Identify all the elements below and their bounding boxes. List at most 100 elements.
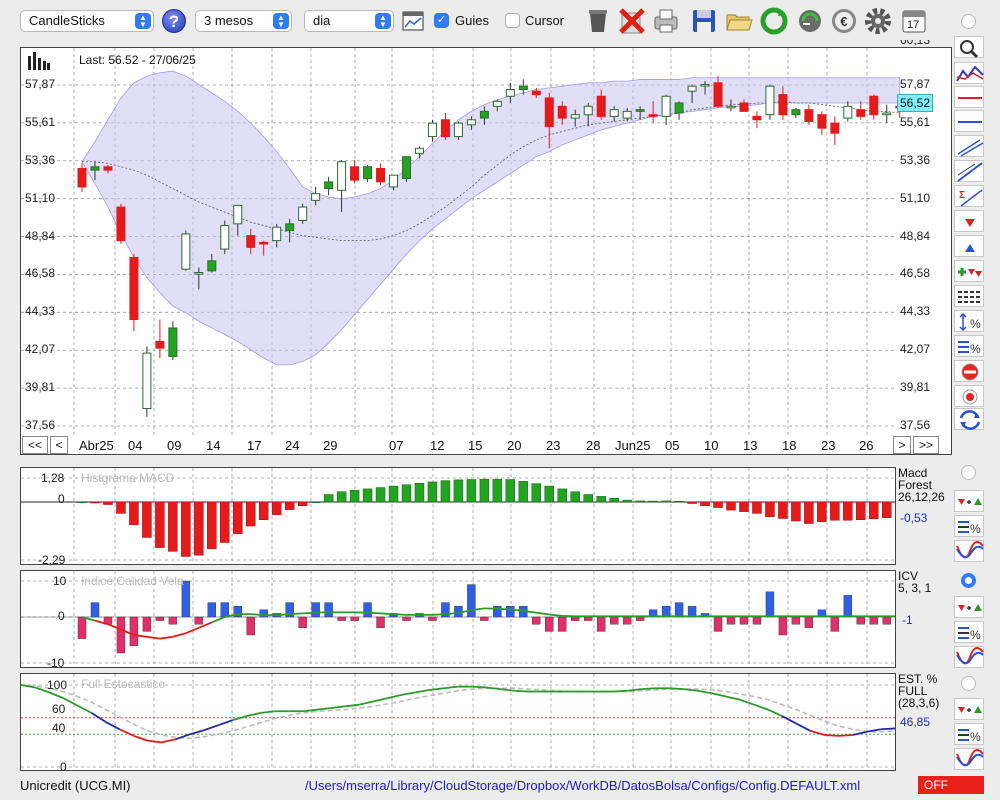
candle[interactable] (648, 101, 658, 124)
macd-histogram[interactable] (21, 468, 895, 564)
candle[interactable] (674, 101, 684, 120)
refresh-icon[interactable] (760, 7, 788, 35)
icv-histogram[interactable] (21, 571, 895, 667)
candle[interactable] (635, 106, 645, 120)
candle[interactable] (155, 319, 165, 359)
interval-select[interactable]: dia ▲ ▼ (304, 10, 394, 32)
candle[interactable] (402, 156, 411, 182)
candlestick-chart[interactable] (21, 48, 951, 456)
candle[interactable] (752, 111, 762, 129)
gear-icon[interactable] (864, 7, 892, 35)
candle[interactable] (389, 174, 399, 191)
horizontal-lines-tool-button[interactable] (954, 285, 984, 307)
fibonacci-tool-button[interactable]: Σ (954, 185, 984, 207)
candle[interactable] (882, 104, 892, 124)
candle[interactable] (479, 106, 489, 125)
calendar-icon[interactable] (900, 7, 928, 35)
candle[interactable] (220, 220, 230, 255)
candle[interactable] (207, 254, 217, 273)
nav-first-button[interactable]: << (22, 436, 48, 454)
update-data-icon[interactable] (796, 7, 824, 35)
candle[interactable] (700, 81, 710, 95)
candle[interactable] (324, 176, 334, 196)
printer-icon[interactable] (652, 7, 680, 35)
candle[interactable] (440, 113, 450, 140)
candle[interactable] (570, 109, 580, 127)
candle[interactable] (817, 111, 827, 135)
oscillator-panel-button[interactable] (954, 646, 984, 668)
candle[interactable] (233, 204, 243, 236)
candle[interactable] (376, 163, 386, 186)
candle[interactable] (778, 86, 788, 120)
candle[interactable] (116, 203, 126, 244)
candle[interactable] (557, 101, 567, 125)
period-select[interactable]: 3 mesos ▲ ▼ (195, 10, 292, 32)
candle[interactable] (726, 99, 736, 112)
candle[interactable] (531, 87, 541, 98)
candle[interactable] (609, 106, 619, 122)
percent-lines-tool-button[interactable]: % (954, 335, 984, 357)
sell-signal-tool-button[interactable] (954, 210, 984, 232)
percent-lines-panel-button[interactable]: % (954, 515, 984, 537)
candle[interactable] (246, 228, 256, 255)
candle[interactable] (869, 94, 879, 120)
blue-line-tool-button[interactable] (954, 110, 984, 132)
zoom-tool-button[interactable] (954, 36, 984, 59)
folder-open-icon[interactable] (725, 7, 753, 35)
candle[interactable] (350, 160, 360, 184)
stochastic-chart[interactable] (21, 674, 895, 770)
red-line-tool-button[interactable] (954, 86, 984, 108)
chart-window-icon[interactable] (402, 11, 424, 31)
percent-range-tool-button[interactable]: % (954, 310, 984, 332)
candle[interactable] (363, 165, 373, 182)
candle[interactable] (90, 161, 100, 181)
help-button[interactable]: ? (162, 9, 186, 33)
macd-panel-radio[interactable] (961, 465, 976, 480)
main-panel-radio[interactable] (961, 14, 976, 29)
buy-signal-tool-button[interactable] (954, 235, 984, 257)
candle[interactable] (830, 116, 840, 145)
oscillator-panel-button[interactable] (954, 748, 984, 770)
add-signals-tool-button[interactable] (954, 260, 984, 282)
candle[interactable] (285, 218, 295, 243)
oscillator-panel-button[interactable] (954, 540, 984, 562)
forbidden-tool-button[interactable] (954, 360, 984, 382)
candle[interactable] (544, 92, 554, 149)
candle[interactable] (77, 163, 87, 192)
candle[interactable] (622, 108, 632, 122)
channel-tool-button[interactable] (954, 135, 984, 157)
cursor-checkbox[interactable] (505, 13, 520, 28)
signals-panel-button[interactable] (954, 596, 984, 618)
candle[interactable] (856, 101, 866, 120)
candle[interactable] (804, 104, 814, 125)
signals-panel-button[interactable] (954, 698, 984, 720)
candle[interactable] (739, 99, 749, 112)
candle[interactable] (765, 84, 775, 120)
candle[interactable] (168, 321, 178, 360)
candle[interactable] (181, 230, 191, 271)
candle[interactable] (298, 203, 308, 224)
candle[interactable] (687, 84, 697, 103)
percent-lines-panel-button[interactable]: % (954, 621, 984, 643)
candle[interactable] (453, 121, 463, 140)
trendline-tool-button[interactable] (954, 160, 984, 182)
candle[interactable] (596, 89, 606, 120)
guides-checkbox[interactable]: ✓ (434, 13, 449, 28)
candle[interactable] (142, 346, 152, 417)
candle[interactable] (427, 119, 437, 142)
chart-type-select[interactable]: CandleSticks ▲ ▼ (20, 10, 154, 32)
config-path-link[interactable]: /Users/mserra/Library/CloudStorage/Dropb… (305, 778, 861, 793)
candle[interactable] (311, 186, 321, 206)
candle[interactable] (492, 99, 502, 112)
candle[interactable] (791, 108, 801, 119)
signals-panel-button[interactable] (954, 490, 984, 512)
candle[interactable] (337, 160, 347, 213)
stoch-panel-radio[interactable] (961, 676, 976, 691)
overlay-chart-tool-button[interactable] (954, 62, 984, 84)
off-indicator[interactable]: OFF (918, 776, 984, 794)
candle[interactable] (843, 101, 853, 122)
candle[interactable] (414, 146, 424, 159)
candle[interactable] (518, 79, 528, 95)
nav-next-button[interactable]: > (893, 436, 911, 454)
candle[interactable] (103, 165, 113, 174)
